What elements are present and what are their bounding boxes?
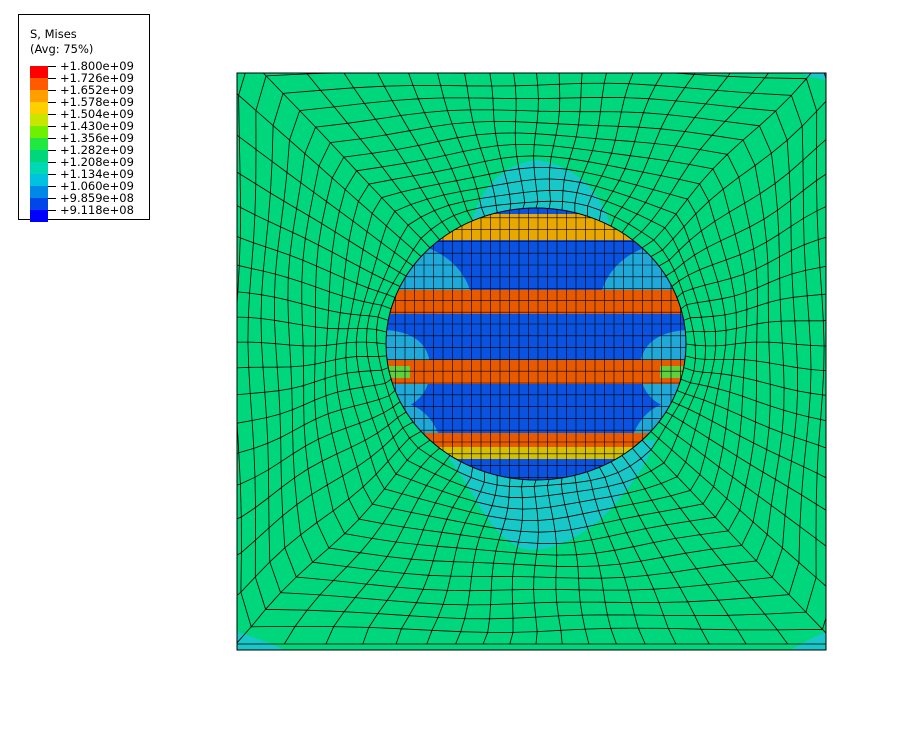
legend-swatch — [30, 138, 48, 150]
legend-tick — [48, 114, 56, 115]
legend-tick — [48, 138, 56, 139]
legend-label: +9.859e+08 — [60, 191, 134, 205]
outer-mesh-lines — [237, 73, 826, 645]
legend-swatch — [30, 90, 48, 102]
legend-label: +9.118e+08 — [60, 203, 134, 217]
legend-tick — [48, 174, 56, 175]
legend-label: +1.652e+09 — [60, 83, 134, 97]
legend-label: +1.726e+09 — [60, 71, 134, 85]
inclusion-mesh-lines — [386, 208, 686, 480]
legend-swatch — [30, 186, 48, 198]
legend-swatch — [30, 126, 48, 138]
stress-band — [386, 447, 686, 459]
contour-legend: S, Mises (Avg: 75%) +1.800e+09 +1.726e+09… — [18, 14, 150, 222]
legend-tick — [48, 210, 56, 211]
legend-label: +1.800e+09 — [60, 59, 134, 73]
legend-label: +1.578e+09 — [60, 95, 134, 109]
legend-tick — [48, 198, 56, 199]
legend-swatch — [30, 66, 48, 78]
legend-label: +1.060e+09 — [60, 179, 134, 193]
legend-swatch — [30, 102, 48, 114]
inclusion-mesh — [386, 208, 686, 480]
stress-hotspot — [386, 366, 410, 378]
inclusion-outline — [385, 207, 687, 481]
outer-mesh — [237, 73, 826, 645]
legend-tick — [48, 162, 56, 163]
legend-label: +1.134e+09 — [60, 167, 134, 181]
legend-swatch — [30, 78, 48, 90]
legend-label: +1.356e+09 — [60, 131, 134, 145]
corner-spot — [800, 73, 826, 80]
corner-spot — [237, 632, 285, 650]
stress-hotspot — [660, 366, 686, 378]
legend-title: S, Mises — [30, 27, 77, 41]
legend-tick — [48, 150, 56, 151]
stress-band — [386, 433, 686, 447]
corner-stress-spots — [237, 73, 826, 650]
corner-spot — [790, 632, 826, 650]
legend-swatch — [30, 150, 48, 162]
legend-label: +1.430e+09 — [60, 119, 134, 133]
model-region — [237, 73, 826, 650]
legend-label: +1.208e+09 — [60, 155, 134, 169]
legend-tick — [48, 102, 56, 103]
legend-swatch — [30, 174, 48, 186]
legend-swatch — [30, 210, 48, 222]
legend-swatch — [30, 114, 48, 126]
legend-tick — [48, 126, 56, 127]
legend-subtitle: (Avg: 75%) — [30, 42, 94, 56]
legend-swatch — [30, 162, 48, 174]
legend-tick — [48, 78, 56, 79]
legend-tick — [48, 90, 56, 91]
legend-label: +1.282e+09 — [60, 143, 134, 157]
legend-tick — [48, 186, 56, 187]
legend-swatch — [30, 198, 48, 210]
model-boundary — [236, 72, 827, 651]
stress-band — [386, 290, 686, 314]
legend-tick — [48, 66, 56, 67]
stress-band — [386, 360, 686, 384]
legend-label: +1.504e+09 — [60, 107, 134, 121]
